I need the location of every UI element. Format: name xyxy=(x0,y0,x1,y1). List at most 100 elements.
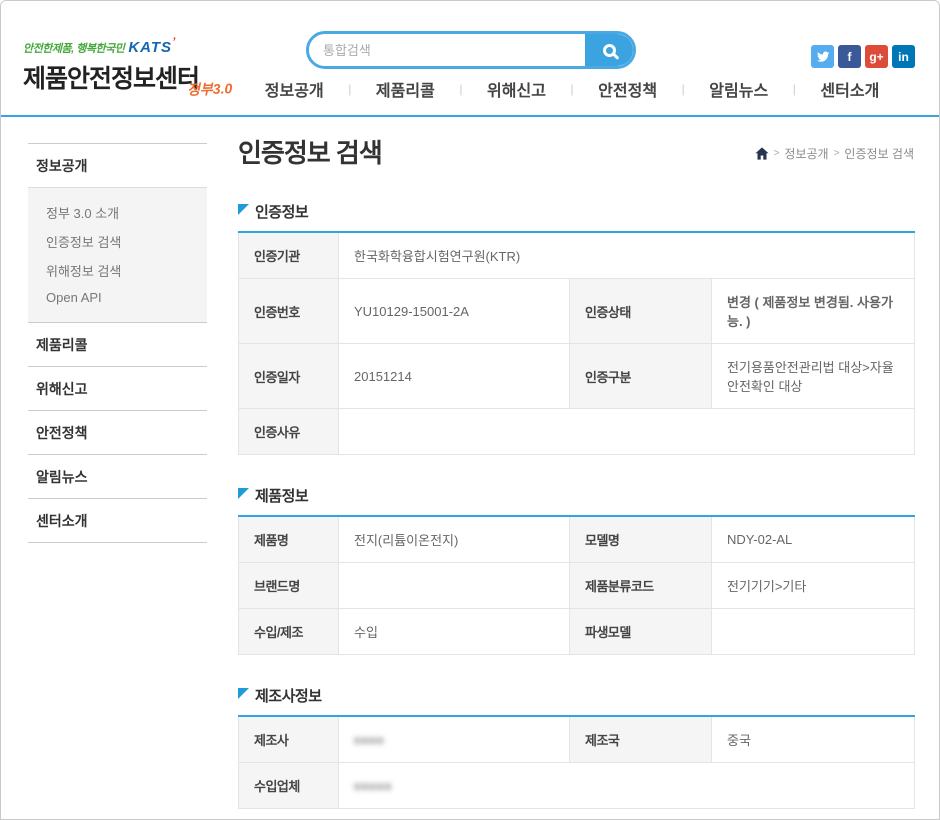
sidebar-item-wihaesingo[interactable]: 위해신고 xyxy=(28,366,207,410)
product-info-table: 제품명 전지(리튬이온전지) 모델명 NDY-02-AL 브랜드명 제품분류코드… xyxy=(238,515,915,655)
main-content: 인증정보 검색 > 정보공개 > 인증정보 검색 인증정보 인증기관 xyxy=(238,133,916,819)
nav-item-jepumrikol[interactable]: 제품리콜 xyxy=(375,83,435,100)
gov30-badge: 정부3.0 xyxy=(186,80,233,98)
facebook-icon[interactable]: f xyxy=(838,45,861,68)
maker-label: 제조사 xyxy=(238,716,339,763)
cert-info-table: 인증기관 한국화학융합시험연구원(KTR) 인증번호 YU10129-15001… xyxy=(238,231,916,455)
redacted-text: ■■■■■ xyxy=(354,781,393,793)
global-search xyxy=(306,31,636,69)
facebook-glyph: f xyxy=(847,49,852,64)
kats-logo-tick: ’ xyxy=(172,35,177,49)
table-row: 브랜드명 제품분류코드 전기기기>기타 xyxy=(238,562,915,609)
nav-item-allimnyuseu[interactable]: 알림뉴스 xyxy=(709,83,769,100)
nav-item-senteosogae[interactable]: 센터소개 xyxy=(820,83,880,100)
product-derived-value xyxy=(711,608,915,655)
section-marker-icon xyxy=(238,688,249,699)
googleplus-icon[interactable]: g+ xyxy=(865,45,888,68)
linkedin-icon[interactable]: in xyxy=(892,45,915,68)
product-model-label: 모델명 xyxy=(569,516,712,563)
sidebar-subitem-cert-search[interactable]: 인증정보 검색 xyxy=(46,235,122,250)
sidebar-submenu: 정부 3.0 소개 인증정보 검색 위해정보 검색 Open API xyxy=(28,187,207,322)
twitter-bird-icon xyxy=(816,51,829,62)
cert-status-value[interactable]: 변경 ( 제품정보 변경됨. 사용가능. ) xyxy=(710,278,916,344)
nav-item-jeongbogongae[interactable]: 정보공개 xyxy=(264,83,324,100)
table-row: 제품명 전지(리튬이온전지) 모델명 NDY-02-AL xyxy=(238,516,915,563)
product-brand-value xyxy=(338,562,570,609)
nav-item-wihaesingo[interactable]: 위해신고 xyxy=(487,83,546,100)
table-row: 인증번호 YU10129-15001-2A 인증상태 변경 ( 제품정보 변경됨… xyxy=(238,278,916,344)
cert-number-value: YU10129-15001-2A xyxy=(338,278,570,344)
cert-reason-label: 인증사유 xyxy=(238,408,339,455)
section-cert-info: 인증정보 인증기관 한국화학융합시험연구원(KTR) 인증번호 YU10129-… xyxy=(238,201,916,455)
manufacturer-info-table: 제조사 ■■■■ 제조국 중국 수입업체 ■■■■■ xyxy=(238,715,915,809)
googleplus-glyph: g+ xyxy=(869,49,884,64)
breadcrumb-item-current: 인증정보 검색 xyxy=(844,147,914,161)
cert-agency-value: 한국화학융합시험연구원(KTR) xyxy=(337,232,916,279)
breadcrumb-separator: > xyxy=(773,148,780,159)
table-row: 인증기관 한국화학융합시험연구원(KTR) xyxy=(238,232,916,279)
breadcrumb: > 정보공개 > 인증정보 검색 xyxy=(755,145,914,162)
product-model-value: NDY-02-AL xyxy=(711,516,915,563)
sidebar-item-jepumrikol[interactable]: 제품리콜 xyxy=(28,322,207,366)
country-label: 제조국 xyxy=(569,716,712,763)
cert-reason-value xyxy=(337,408,916,455)
sidebar-item-jeongbogongae[interactable]: 정보공개 xyxy=(28,143,207,187)
cert-date-label: 인증일자 xyxy=(238,343,339,409)
logo-slogan: 안전한제품, 행복한국민 xyxy=(23,43,125,55)
sidebar-item-anjeonjeongchaek[interactable]: 안전정책 xyxy=(28,410,207,454)
section-manufacturer-info: 제조사정보 제조사 ■■■■ 제조국 중국 수입업체 ■■■■■ xyxy=(238,685,915,809)
nav-separator: | xyxy=(681,82,685,96)
page-title: 인증정보 검색 xyxy=(238,138,383,168)
table-row: 수입업체 ■■■■■ xyxy=(238,762,915,809)
kats-logo: KATS’ xyxy=(128,35,177,56)
nav-separator: | xyxy=(459,82,463,96)
search-input[interactable] xyxy=(309,42,585,58)
table-row: 인증일자 20151214 인증구분 전기용품안전관리법 대상>자율안전확인 대… xyxy=(238,343,916,409)
section-product-info: 제품정보 제품명 전지(리튬이온전지) 모델명 NDY-02-AL 브랜드명 제… xyxy=(238,485,915,655)
nav-separator: | xyxy=(792,82,796,96)
section-title: 제품정보 xyxy=(255,488,309,505)
product-import-value: 수입 xyxy=(338,608,570,655)
cert-number-label: 인증번호 xyxy=(238,278,339,344)
site-title: 제품안전정보센터 xyxy=(23,65,200,93)
product-class-value: 전기기기>기타 xyxy=(711,562,915,609)
twitter-icon[interactable] xyxy=(811,45,834,68)
section-title: 인증정보 xyxy=(255,204,309,221)
product-class-label: 제품분류코드 xyxy=(569,562,712,609)
importer-value: ■■■■■ xyxy=(338,762,915,809)
cert-type-value: 전기용품안전관리법 대상>자율안전확인 대상 xyxy=(710,343,916,409)
sidebar-item-senteosogae[interactable]: 센터소개 xyxy=(28,498,207,543)
social-links: f g+ in xyxy=(811,45,915,68)
importer-label: 수입업체 xyxy=(238,762,339,809)
breadcrumb-item[interactable]: 정보공개 xyxy=(784,147,829,161)
nav-item-anjeonjeongchaek[interactable]: 안전정책 xyxy=(598,83,658,100)
cert-type-label: 인증구분 xyxy=(569,343,712,409)
table-row: 제조사 ■■■■ 제조국 중국 xyxy=(238,716,915,763)
sidebar-subitem-open-api[interactable]: Open API xyxy=(46,290,102,305)
table-row: 인증사유 xyxy=(238,408,916,455)
sidebar-subitem-hazard-search[interactable]: 위해정보 검색 xyxy=(46,264,122,279)
table-row: 수입/제조 수입 파생모델 xyxy=(238,608,915,655)
nav-separator: | xyxy=(570,82,574,96)
product-import-label: 수입/제조 xyxy=(238,608,339,655)
maker-value: ■■■■ xyxy=(338,716,570,763)
search-icon xyxy=(602,43,616,57)
nav-separator: | xyxy=(348,82,352,96)
section-marker-icon xyxy=(238,488,249,499)
sidebar-subitem-gov30[interactable]: 정부 3.0 소개 xyxy=(46,206,120,221)
product-name-value: 전지(리튬이온전지) xyxy=(338,516,570,563)
product-brand-label: 브랜드명 xyxy=(238,562,339,609)
product-name-label: 제품명 xyxy=(238,516,339,563)
sidebar-item-allimnyuseu[interactable]: 알림뉴스 xyxy=(28,454,207,498)
site-logo[interactable]: 안전한제품, 행복한국민 KATS’ 제품안전정보센터 xyxy=(23,35,200,95)
section-title: 제조사정보 xyxy=(255,688,322,705)
search-button[interactable] xyxy=(585,34,633,66)
linkedin-glyph: in xyxy=(898,49,909,64)
redacted-text: ■■■■ xyxy=(354,735,385,747)
cert-agency-label: 인증기관 xyxy=(238,232,339,279)
cert-date-value: 20151214 xyxy=(338,343,570,409)
product-derived-label: 파생모델 xyxy=(569,608,712,655)
home-icon[interactable] xyxy=(755,147,769,160)
